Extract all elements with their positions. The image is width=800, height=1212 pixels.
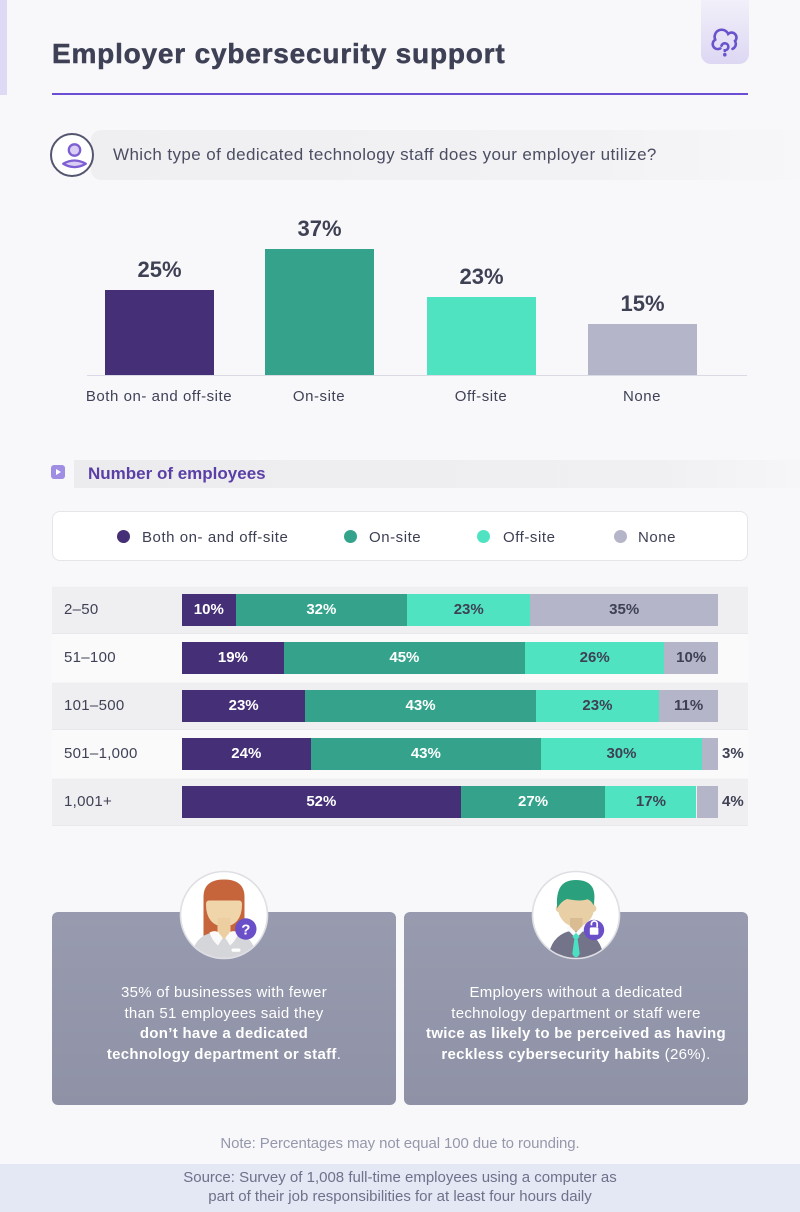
svg-text:?: ? xyxy=(241,921,250,938)
